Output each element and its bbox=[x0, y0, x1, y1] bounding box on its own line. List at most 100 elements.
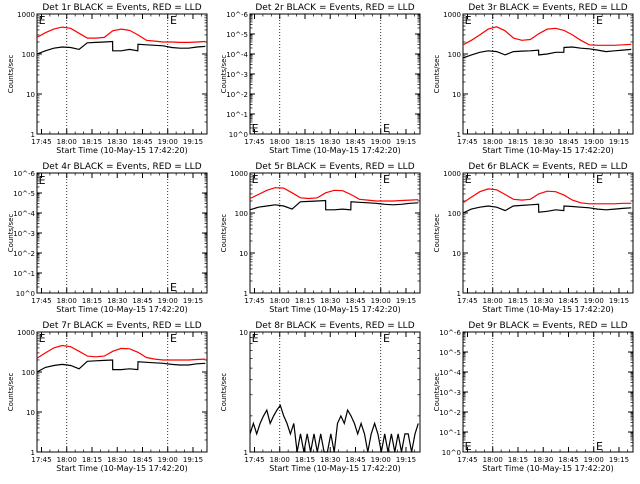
x-tick-label: 17:45 bbox=[244, 297, 264, 305]
panel-det-4: Det 4r BLACK = Events, RED = LLD 10^0 10^-… bbox=[7, 162, 208, 314]
panel-det-1: Det 1r BLACK = Events, RED = LLD 1 10 100 10… bbox=[7, 3, 208, 155]
panel-title: Det 1r BLACK = Events, RED = LLD bbox=[42, 3, 201, 13]
series-line-lld bbox=[36, 344, 206, 361]
y-tick-label: 1 bbox=[31, 131, 35, 139]
event-marker: E bbox=[596, 14, 603, 27]
series-line-events bbox=[36, 40, 206, 55]
y-tick-label: 100 bbox=[22, 51, 35, 59]
x-tick-label: 18:30 bbox=[320, 456, 340, 464]
x-tick-label: 19:00 bbox=[584, 456, 604, 464]
y-axis-label: Counts/sec bbox=[433, 55, 441, 94]
x-tick-label: 18:15 bbox=[82, 138, 102, 146]
y-tick-label: 10 bbox=[452, 91, 461, 99]
x-tick-label: 19:15 bbox=[609, 138, 629, 146]
y-tick-label: 10^0 bbox=[16, 290, 35, 298]
y-axis-label: Counts/sec bbox=[7, 214, 15, 253]
series-line-events bbox=[462, 203, 632, 214]
x-tick-label: 19:00 bbox=[584, 297, 604, 305]
event-marker: E bbox=[252, 332, 259, 345]
y-tick-label: 1000 bbox=[443, 170, 461, 178]
event-marker: E bbox=[383, 332, 390, 345]
y-tick-label: 1 bbox=[244, 290, 248, 298]
panel-title: Det 8r BLACK = Events, RED = LLD bbox=[255, 321, 414, 331]
y-axis-label: Counts/sec bbox=[7, 373, 15, 412]
y-tick-label: 10 bbox=[26, 91, 35, 99]
x-tick-label: 19:15 bbox=[183, 297, 203, 305]
x-tick-label: 18:45 bbox=[132, 297, 152, 305]
x-tick-label: 17:45 bbox=[457, 138, 477, 146]
event-marker: E bbox=[252, 173, 259, 186]
series-line-events bbox=[462, 46, 632, 59]
x-tick-label: 19:15 bbox=[396, 138, 416, 146]
x-tick-label: 17:45 bbox=[457, 297, 477, 305]
x-tick-label: 18:30 bbox=[533, 456, 553, 464]
x-tick-label: 18:30 bbox=[320, 138, 340, 146]
x-tick-label: 18:15 bbox=[295, 297, 315, 305]
x-tick-label: 18:45 bbox=[345, 138, 365, 146]
x-tick-label: 17:45 bbox=[31, 138, 51, 146]
y-tick-label: 10^-5 bbox=[13, 190, 35, 198]
x-tick-label: 18:00 bbox=[57, 297, 77, 305]
panel-det-6: Det 6r BLACK = Events, RED = LLD 1 10 100 10… bbox=[433, 162, 634, 314]
plot-frame bbox=[36, 13, 208, 135]
plot-frame bbox=[462, 172, 634, 294]
y-tick-label: 1 bbox=[457, 290, 461, 298]
x-tick-label: 18:45 bbox=[558, 138, 578, 146]
y-tick-label: 10^-1 bbox=[13, 270, 35, 278]
x-axis-label: Start Time (10-May-15 17:42:20) bbox=[269, 146, 400, 155]
event-marker: E bbox=[465, 173, 472, 186]
x-tick-label: 18:15 bbox=[508, 297, 528, 305]
y-tick-label: 10^-4 bbox=[13, 210, 35, 218]
x-tick-label: 18:00 bbox=[483, 297, 503, 305]
y-tick-label: 10 bbox=[26, 409, 35, 417]
plot-frame bbox=[462, 13, 634, 135]
y-tick-label: 10^-1 bbox=[226, 111, 248, 119]
y-tick-label: 10^-2 bbox=[13, 250, 35, 258]
x-tick-label: 18:30 bbox=[320, 297, 340, 305]
panel-title: Det 7r BLACK = Events, RED = LLD bbox=[42, 321, 201, 331]
plot-frame bbox=[249, 13, 421, 135]
panel-title: Det 5r BLACK = Events, RED = LLD bbox=[255, 162, 414, 172]
y-tick-label: 10 bbox=[239, 329, 248, 337]
event-marker: E bbox=[39, 174, 46, 187]
event-marker: E bbox=[465, 440, 472, 453]
event-marker: E bbox=[383, 173, 390, 186]
x-tick-label: 18:30 bbox=[107, 138, 127, 146]
x-axis-label: Start Time (10-May-15 17:42:20) bbox=[56, 146, 187, 155]
y-axis-label: Counts/sec bbox=[220, 214, 228, 253]
x-tick-label: 18:30 bbox=[107, 297, 127, 305]
x-tick-label: 19:15 bbox=[183, 138, 203, 146]
y-tick-label: 1000 bbox=[443, 11, 461, 19]
x-tick-label: 18:45 bbox=[558, 456, 578, 464]
x-tick-label: 19:00 bbox=[584, 138, 604, 146]
event-marker: E bbox=[252, 122, 259, 135]
x-tick-label: 19:00 bbox=[371, 456, 391, 464]
x-tick-label: 18:15 bbox=[508, 138, 528, 146]
event-marker: E bbox=[170, 332, 177, 345]
x-tick-label: 19:15 bbox=[183, 456, 203, 464]
x-tick-label: 18:00 bbox=[483, 138, 503, 146]
y-axis-label: Counts/sec bbox=[220, 373, 228, 412]
y-tick-label: 1 bbox=[31, 449, 35, 457]
panel-title: Det 2r BLACK = Events, RED = LLD bbox=[255, 3, 414, 13]
y-tick-label: 10^-6 bbox=[226, 11, 248, 19]
series-line-lld bbox=[462, 188, 632, 205]
plot-frame bbox=[249, 331, 421, 453]
series-line-lld bbox=[36, 26, 206, 44]
y-tick-label: 10^-2 bbox=[439, 409, 461, 417]
event-marker: E bbox=[39, 332, 46, 345]
y-tick-label: 10^-3 bbox=[13, 230, 35, 238]
x-tick-label: 19:15 bbox=[396, 456, 416, 464]
x-tick-label: 17:45 bbox=[244, 456, 264, 464]
x-tick-label: 19:00 bbox=[371, 297, 391, 305]
y-tick-label: 10^-2 bbox=[226, 91, 248, 99]
x-tick-label: 19:15 bbox=[609, 456, 629, 464]
series-line-lld bbox=[462, 26, 632, 46]
panel-det-7: Det 7r BLACK = Events, RED = LLD 1 10 100 10… bbox=[7, 321, 208, 473]
y-tick-label: 10^-5 bbox=[226, 31, 248, 39]
panel-det-9: Det 9r BLACK = Events, RED = LLD 10^0 10^-… bbox=[433, 321, 634, 473]
panel-det-2: Det 2r BLACK = Events, RED = LLD 10^0 10^-… bbox=[220, 3, 421, 155]
y-tick-label: 10^0 bbox=[442, 449, 461, 457]
y-tick-label: 1000 bbox=[230, 170, 248, 178]
